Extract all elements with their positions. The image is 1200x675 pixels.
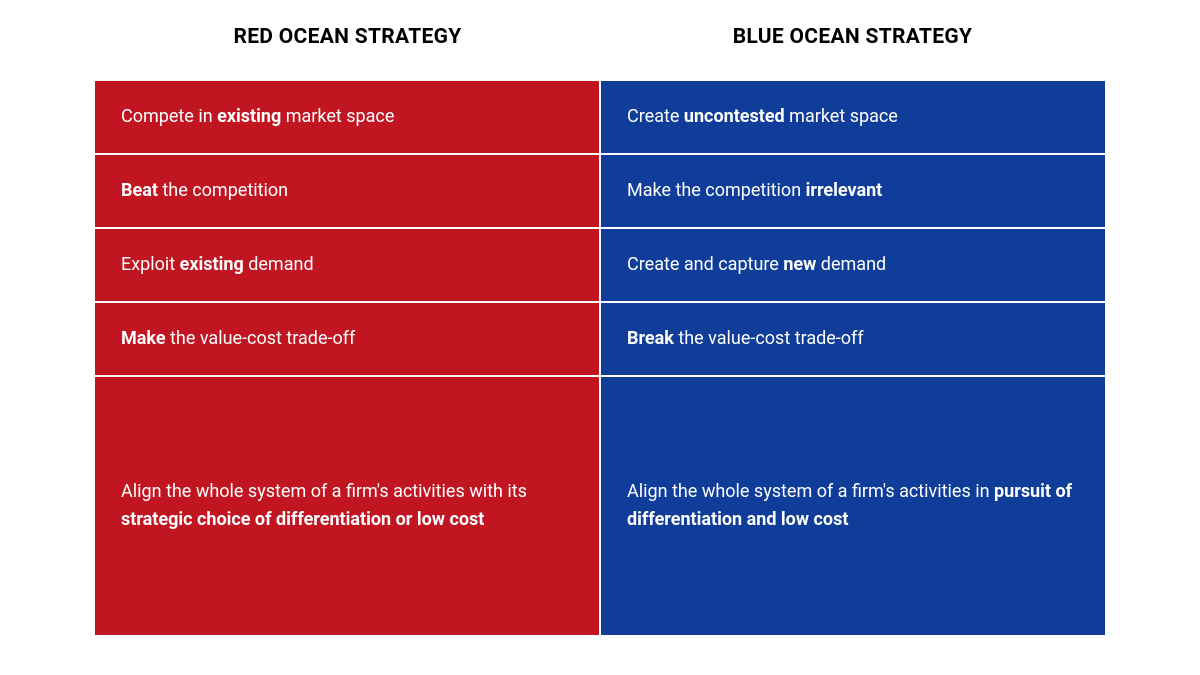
cell-red: Exploit existing demand xyxy=(95,229,599,301)
table-row: Make the value-cost trade-offBreak the v… xyxy=(95,303,1105,375)
comparison-table: RED OCEAN STRATEGY BLUE OCEAN STRATEGY C… xyxy=(95,25,1105,635)
cell-red: Align the whole system of a firm's activ… xyxy=(95,377,599,635)
cell-red: Compete in existing market space xyxy=(95,81,599,153)
cell-red: Beat the competition xyxy=(95,155,599,227)
table-row: Beat the competitionMake the competition… xyxy=(95,155,1105,227)
cell-blue: Create and capture new demand xyxy=(601,229,1105,301)
header-red-ocean: RED OCEAN STRATEGY xyxy=(95,25,600,49)
column-headers: RED OCEAN STRATEGY BLUE OCEAN STRATEGY xyxy=(95,25,1105,49)
cell-blue: Make the competition irrelevant xyxy=(601,155,1105,227)
header-blue-ocean: BLUE OCEAN STRATEGY xyxy=(600,25,1105,49)
table-row: Exploit existing demandCreate and captur… xyxy=(95,229,1105,301)
cell-red: Make the value-cost trade-off xyxy=(95,303,599,375)
table-body: Compete in existing market spaceCreate u… xyxy=(95,81,1105,635)
cell-blue: Create uncontested market space xyxy=(601,81,1105,153)
table-row: Align the whole system of a firm's activ… xyxy=(95,377,1105,635)
cell-blue: Break the value-cost trade-off xyxy=(601,303,1105,375)
table-row: Compete in existing market spaceCreate u… xyxy=(95,81,1105,153)
cell-blue: Align the whole system of a firm's activ… xyxy=(601,377,1105,635)
